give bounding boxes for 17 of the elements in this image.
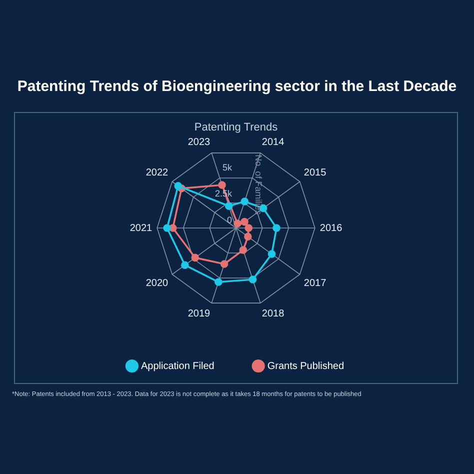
- spoke-label: 2019: [188, 308, 211, 320]
- spoke-label: 2023: [188, 136, 211, 148]
- spoke-label: 2017: [304, 278, 327, 290]
- legend-label: Grants Published: [267, 360, 344, 372]
- legend-label: Application Filed: [140, 360, 214, 372]
- y-tick-label: 5k: [222, 162, 232, 172]
- y-tick-label: 0: [226, 214, 232, 225]
- chart-title: Patenting Trends of Bioengineering sector in the Last Decade: [16, 78, 458, 95]
- spoke-label: 2015: [304, 167, 327, 178]
- spoke-label: 2022: [146, 167, 169, 178]
- spoke-label: 2016: [320, 222, 343, 234]
- chart-subtitle: Patenting Trends: [194, 122, 278, 134]
- spoke-label: 2014: [262, 136, 285, 148]
- spoke-label: 2021: [130, 222, 153, 234]
- text: No. of Families: [254, 154, 264, 216]
- spoke-label: 2020: [146, 278, 169, 290]
- spoke-label: 2018: [262, 308, 285, 320]
